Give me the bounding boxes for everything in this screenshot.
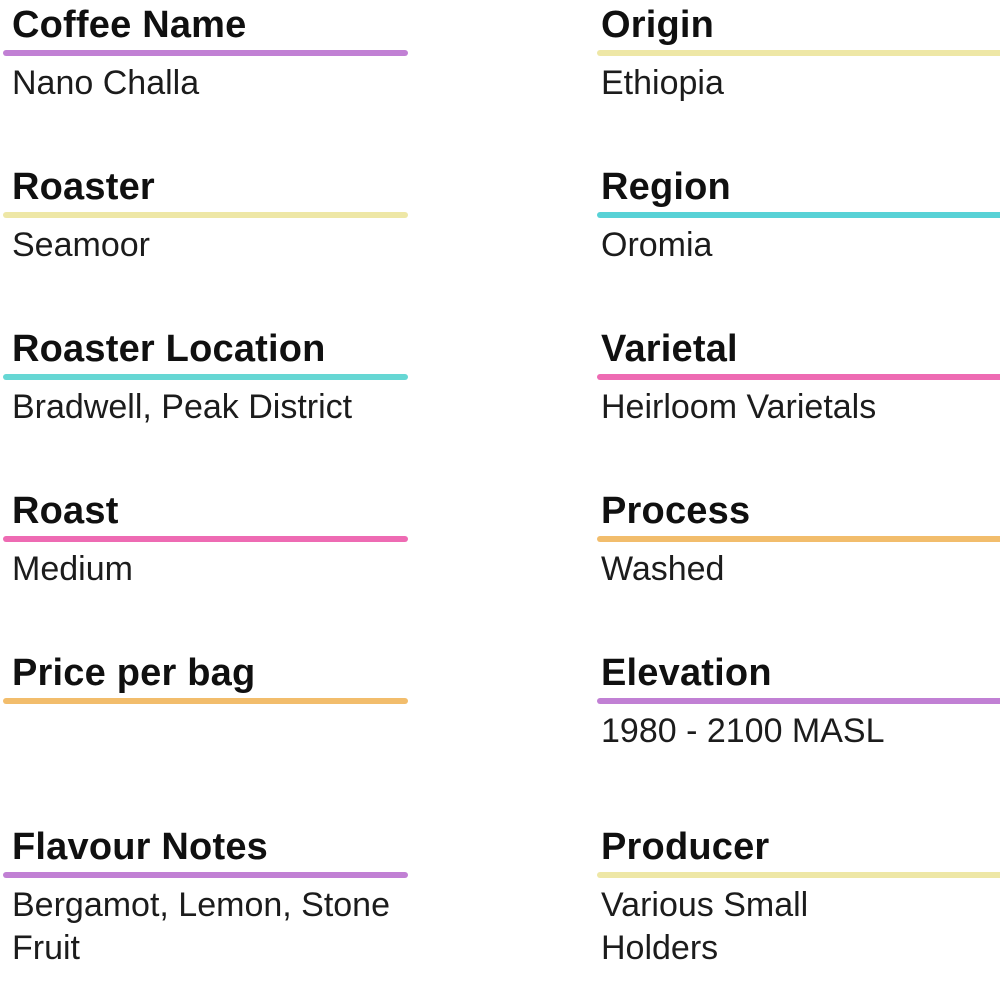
field-coffee-name: Coffee Name Nano Challa <box>3 3 408 105</box>
label-underline <box>3 50 408 56</box>
field-origin: Origin Ethiopia <box>597 3 1000 105</box>
field-label-region: Region <box>601 166 731 208</box>
label-underline <box>3 374 408 380</box>
field-value-flavour-notes: Bergamot, Lemon, Stone Fruit <box>12 886 391 967</box>
field-label-price-per-bag: Price per bag <box>12 652 256 694</box>
field-value-elevation: 1980 - 2100 MASL <box>601 712 885 750</box>
field-value-roast: Medium <box>12 550 133 588</box>
field-label-producer: Producer <box>601 826 770 868</box>
label-underline <box>3 536 408 542</box>
label-underline <box>3 212 408 218</box>
field-price-per-bag: Price per bag <box>3 651 408 710</box>
field-varietal: Varietal Heirloom Varietals <box>597 327 1000 429</box>
field-elevation: Elevation 1980 - 2100 MASL <box>597 651 1000 753</box>
field-producer: Producer Various Small Holders <box>597 825 1000 970</box>
field-value-varietal: Heirloom Varietals <box>601 388 877 426</box>
field-value-origin: Ethiopia <box>601 64 724 102</box>
field-label-roaster: Roaster <box>12 166 155 208</box>
field-label-flavour-notes: Flavour Notes <box>12 826 268 868</box>
label-underline <box>3 872 408 878</box>
field-label-roast: Roast <box>12 490 119 532</box>
field-value-process: Washed <box>601 550 725 588</box>
label-underline <box>597 212 1000 218</box>
field-value-roaster: Seamoor <box>12 226 150 264</box>
field-label-elevation: Elevation <box>601 652 772 694</box>
field-process: Process Washed <box>597 489 1000 591</box>
field-label-coffee-name: Coffee Name <box>12 4 247 46</box>
field-flavour-notes: Flavour Notes Bergamot, Lemon, Stone Fru… <box>3 825 408 970</box>
label-underline <box>597 698 1000 704</box>
label-underline <box>597 374 1000 380</box>
field-roaster-location: Roaster Location Bradwell, Peak District <box>3 327 408 429</box>
label-underline <box>597 536 1000 542</box>
label-underline <box>597 872 1000 878</box>
field-label-process: Process <box>601 490 751 532</box>
field-roaster: Roaster Seamoor <box>3 165 408 267</box>
label-underline <box>597 50 1000 56</box>
field-label-roaster-location: Roaster Location <box>12 328 326 370</box>
label-underline <box>3 698 408 704</box>
field-value-producer: Various Small Holders <box>601 886 809 967</box>
field-value-coffee-name: Nano Challa <box>12 64 200 102</box>
field-label-varietal: Varietal <box>601 328 738 370</box>
field-label-origin: Origin <box>601 4 715 46</box>
field-value-roaster-location: Bradwell, Peak District <box>12 388 353 426</box>
field-grid: Coffee Name Nano Challa Origin Ethiopia … <box>3 3 1000 970</box>
field-roast: Roast Medium <box>3 489 408 591</box>
field-value-region: Oromia <box>601 226 713 264</box>
field-region: Region Oromia <box>597 165 1000 267</box>
